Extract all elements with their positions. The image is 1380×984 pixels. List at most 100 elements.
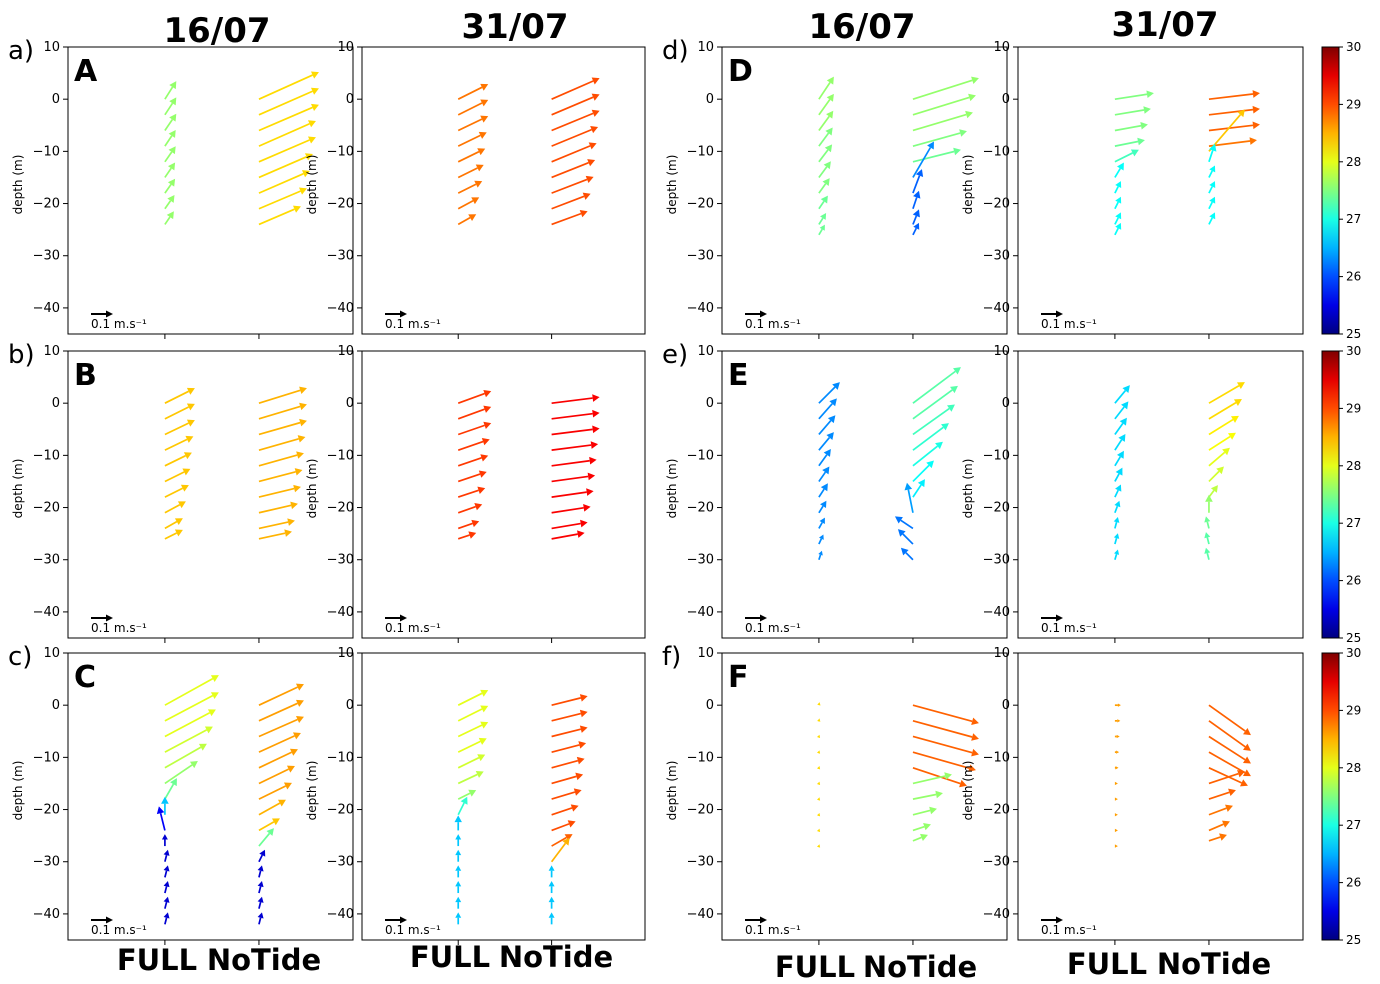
arrow-shaft	[258, 917, 262, 925]
arrow	[818, 550, 823, 560]
ytick-label: −20	[983, 803, 1010, 818]
arrow-head	[944, 772, 952, 780]
arrow	[163, 912, 170, 925]
arrow-head	[1209, 165, 1216, 173]
arrow-head	[259, 849, 266, 857]
arrow	[1114, 121, 1148, 132]
arrow-head	[1117, 703, 1121, 707]
arrow-shaft	[550, 842, 567, 863]
arrow-head	[1117, 719, 1121, 723]
arrow-shaft	[912, 132, 961, 147]
ytick-label: −30	[33, 855, 60, 870]
panel-7: 10 0 −10 −20 −30 −40 depth (m) 0.1 m.s⁻¹ Ee)	[662, 340, 1008, 643]
arrow-shaft	[258, 718, 298, 738]
arrow	[551, 709, 588, 722]
arrow	[258, 828, 274, 847]
arrow	[1208, 447, 1230, 467]
arrow-shaft	[164, 135, 173, 147]
arrow	[258, 103, 319, 132]
arrow-shaft	[551, 112, 594, 132]
ytick-label: 0	[706, 396, 714, 411]
arrow-head	[1116, 734, 1120, 739]
arrow-head	[585, 175, 594, 184]
arrow-head	[477, 754, 486, 762]
panel-frame	[1017, 652, 1304, 941]
ytick-label: 0	[1002, 396, 1010, 411]
arrow-head	[1227, 432, 1236, 440]
arrow-head	[819, 224, 825, 231]
arrow	[258, 782, 292, 800]
arrow-shaft	[1208, 186, 1214, 194]
colorbar-3: 25 26 27 28 29 30	[1321, 646, 1361, 947]
arrow-head	[477, 486, 486, 494]
arrow-shaft	[1114, 186, 1119, 194]
arrow-head	[822, 178, 830, 187]
arrow	[1114, 222, 1122, 236]
arrow-shaft	[551, 161, 589, 179]
arrow-shaft	[1208, 807, 1227, 816]
arrow-head	[1209, 212, 1216, 220]
arrow-shaft	[164, 422, 189, 436]
arrow	[818, 500, 827, 514]
arrow-head	[1114, 797, 1118, 801]
arrow-shaft	[164, 532, 178, 540]
ytick-label: −30	[687, 553, 714, 568]
colorbar-tick-label: 25	[1346, 327, 1361, 341]
arrow-shaft	[258, 106, 313, 132]
colorbar-tick-label: 25	[1346, 631, 1361, 645]
arrow	[457, 180, 483, 194]
ytick-label: −30	[327, 249, 354, 264]
arrow-head	[1205, 494, 1213, 502]
arrow-shaft	[912, 766, 961, 785]
arrow-head	[817, 718, 821, 722]
arrow	[457, 115, 489, 132]
arrow	[258, 715, 304, 738]
arrow	[818, 178, 830, 194]
arrow-shaft	[1114, 553, 1118, 560]
arrow-shaft	[1208, 401, 1237, 420]
arrow-head	[480, 705, 489, 713]
arrow-shaft	[159, 813, 166, 831]
y-axis-label: depth (m)	[11, 459, 25, 519]
arrow	[912, 93, 976, 116]
arrow	[1114, 137, 1145, 147]
arrow	[1114, 734, 1120, 739]
arrow-head	[468, 789, 477, 797]
panel-tag: D	[728, 54, 753, 89]
arrow-shaft	[912, 175, 921, 194]
arrow-shaft	[457, 199, 474, 210]
arrow-head	[167, 162, 176, 171]
arrow-head	[455, 912, 462, 918]
arrow	[457, 214, 477, 226]
arrow	[1204, 532, 1211, 545]
profile-full	[818, 76, 834, 236]
arrow	[258, 501, 298, 514]
arrow-shaft	[164, 151, 173, 163]
arrow-head	[186, 403, 195, 411]
arrow-shaft	[1208, 435, 1231, 451]
arrow-shaft	[1208, 384, 1240, 404]
arrow-head	[163, 849, 170, 856]
arrow-head	[580, 519, 588, 528]
arrow-head	[1146, 90, 1154, 99]
profile-notide	[1208, 90, 1260, 225]
arrow	[457, 531, 477, 540]
ytick-label: −30	[687, 249, 714, 264]
ytick-label: 10	[337, 40, 354, 55]
arrow-head	[295, 715, 304, 724]
arrow-shaft	[1208, 489, 1215, 498]
arrow	[164, 468, 191, 483]
arrow	[455, 881, 462, 894]
arrow-shaft	[164, 694, 214, 722]
arrow-head	[1228, 788, 1236, 796]
arrow	[164, 452, 192, 467]
panel-frame	[361, 46, 646, 335]
arrow-shaft	[258, 735, 295, 753]
arrow-head	[1116, 162, 1124, 171]
arrow-head	[935, 790, 943, 799]
arrow-shaft	[1114, 152, 1134, 163]
arrow-head	[483, 405, 492, 413]
arrow	[1208, 770, 1245, 785]
arrow-shaft	[551, 533, 578, 540]
arrow-head	[1122, 385, 1130, 394]
